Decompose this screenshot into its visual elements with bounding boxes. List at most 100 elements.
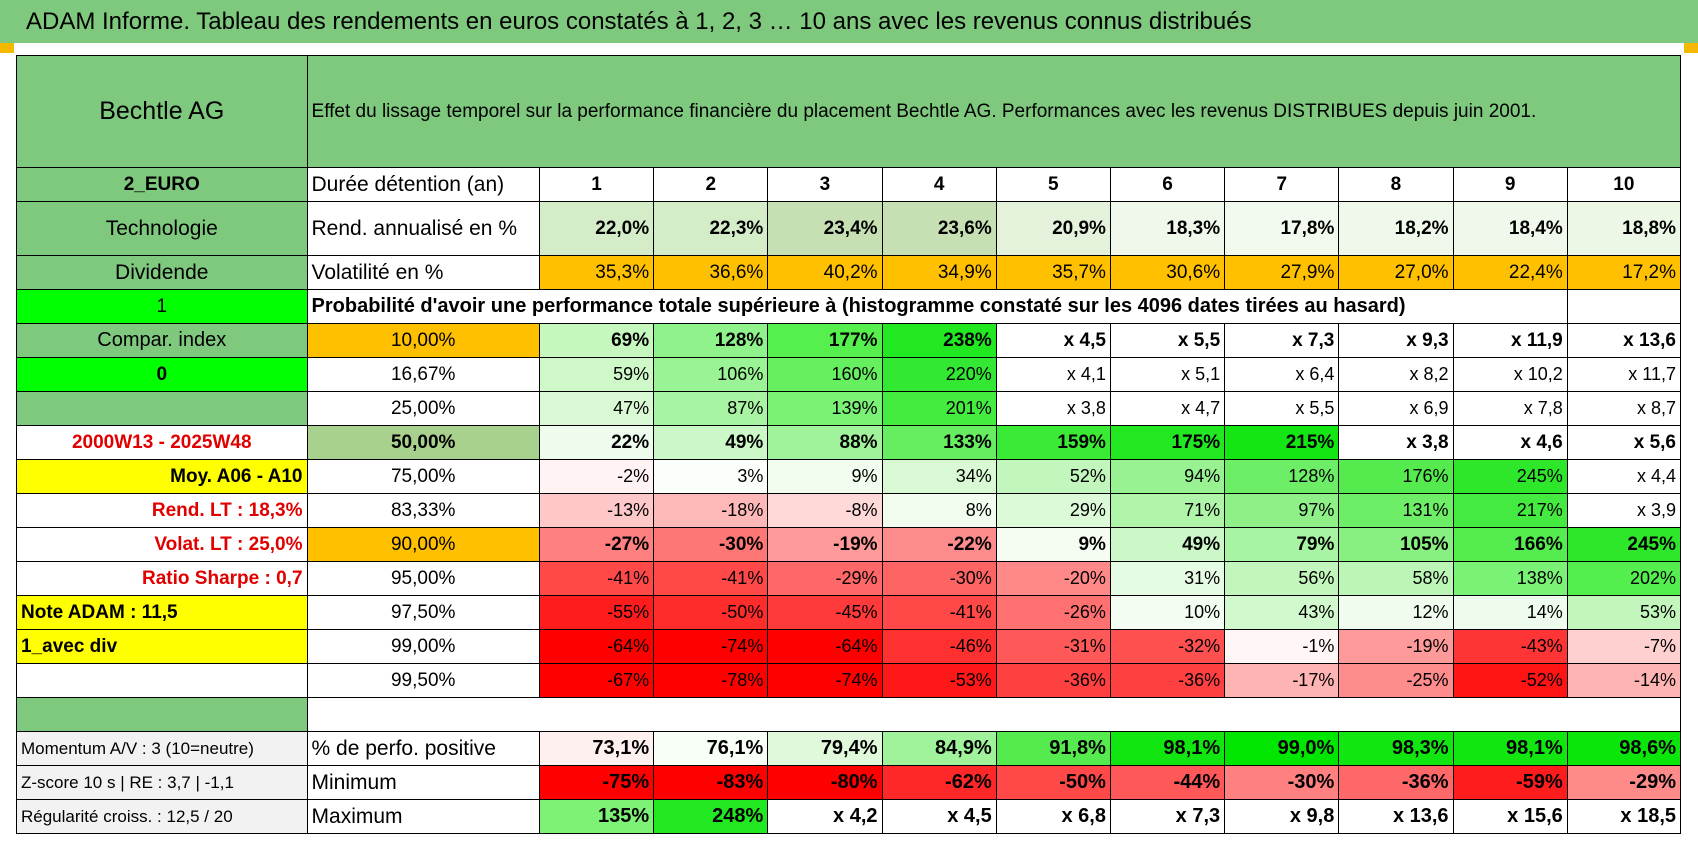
probability-cell: -30% (881, 561, 997, 596)
probability-cell: 94% (1109, 459, 1226, 494)
dividend-label: Dividende (16, 255, 308, 290)
empty-left (16, 663, 308, 698)
year-header: 1 (538, 167, 655, 202)
probability-threshold: 16,67% (306, 357, 540, 392)
positive-perf-value: 98,3% (1338, 731, 1454, 766)
probability-cell: -41% (538, 561, 655, 596)
corner-marker-left (0, 43, 14, 53)
probability-threshold: 99,00% (306, 629, 540, 664)
probability-cell: -36% (1109, 663, 1226, 698)
fund-name: Bechtle AG (16, 55, 308, 168)
maximum-value: x 9,8 (1224, 799, 1340, 834)
vol-value: 35,3% (538, 255, 655, 290)
table-header-text: Effet du lissage temporel sur la perform… (306, 55, 1682, 168)
probability-cell: -31% (995, 629, 1111, 664)
probability-cell: 12% (1338, 595, 1454, 630)
period-label: 2000W13 - 2025W48 (16, 425, 308, 460)
probability-cell: 87% (653, 391, 769, 426)
maximum-value: 248% (653, 799, 769, 834)
probability-cell: 220% (881, 357, 997, 392)
probability-cell: x 4,1 (995, 357, 1111, 392)
probability-cell: 97% (1224, 493, 1340, 528)
probability-cell: -19% (767, 527, 883, 562)
probability-cell: 160% (767, 357, 883, 392)
probability-cell: -22% (881, 527, 997, 562)
probability-cell: -25% (1338, 663, 1454, 698)
probability-cell: 71% (1109, 493, 1226, 528)
probability-cell: x 4,6 (1452, 425, 1568, 460)
rend-value: 17,8% (1224, 201, 1340, 256)
probability-cell: x 5,6 (1566, 425, 1682, 460)
probability-cell: -36% (995, 663, 1111, 698)
probability-cell: x 3,8 (1338, 425, 1454, 460)
probability-cell: 176% (1338, 459, 1454, 494)
vol-value: 35,7% (995, 255, 1111, 290)
probability-cell: x 13,6 (1566, 323, 1682, 358)
probability-cell: -1% (1224, 629, 1340, 664)
probability-cell: -50% (653, 595, 769, 630)
probability-cell: x 4,7 (1109, 391, 1226, 426)
probability-cell: 201% (881, 391, 997, 426)
corner-marker-right (1684, 43, 1698, 53)
flag-zero[interactable]: 0 (16, 357, 308, 392)
probability-cell: 133% (881, 425, 997, 460)
probability-cell: 53% (1566, 595, 1682, 630)
probability-cell: x 5,5 (1109, 323, 1226, 358)
rend-value: 23,6% (881, 201, 997, 256)
probability-cell: x 8,2 (1338, 357, 1454, 392)
rend-value: 18,2% (1338, 201, 1454, 256)
flag-one[interactable]: 1 (16, 289, 308, 324)
gap-spacer (306, 697, 1682, 732)
probability-cell: 79% (1224, 527, 1340, 562)
sharpe-label: Ratio Sharpe : 0,7 (16, 561, 308, 596)
probability-cell: 245% (1452, 459, 1568, 494)
probability-cell: -43% (1452, 629, 1568, 664)
minimum-value: -62% (881, 765, 997, 800)
minimum-left-label: Z-score 10 s | RE : 3,7 | -1,1 (16, 765, 308, 800)
maximum-value: x 15,6 (1452, 799, 1568, 834)
probability-threshold: 83,33% (306, 493, 540, 528)
probability-cell: 8% (881, 493, 997, 528)
report-title: ADAM Informe. Tableau des rendements en … (0, 0, 1698, 43)
year-header: 5 (995, 167, 1111, 202)
probability-cell: -41% (881, 595, 997, 630)
vol-label: Volatilité en % (306, 255, 540, 290)
positive-perf-value: 98,1% (1452, 731, 1568, 766)
probability-threshold: 25,00% (306, 391, 540, 426)
probability-threshold: 10,00% (306, 323, 540, 358)
probability-cell: -29% (767, 561, 883, 596)
probability-cell: -7% (1566, 629, 1682, 664)
probability-cell: -41% (653, 561, 769, 596)
rend-value: 23,4% (767, 201, 883, 256)
rend-label: Rend. annualisé en % (306, 201, 540, 256)
probability-threshold: 99,50% (306, 663, 540, 698)
probability-cell: x 3,8 (995, 391, 1111, 426)
probability-cell: 217% (1452, 493, 1568, 528)
year-header: 6 (1109, 167, 1226, 202)
minimum-value: -29% (1566, 765, 1682, 800)
probability-cell: -13% (538, 493, 655, 528)
minimum-value: -44% (1109, 765, 1226, 800)
minimum-value: -59% (1452, 765, 1568, 800)
note-adam-label: Note ADAM : 11,5 (16, 595, 308, 630)
vol-value: 27,9% (1224, 255, 1340, 290)
minimum-value: -36% (1338, 765, 1454, 800)
year-header: 2 (653, 167, 769, 202)
probability-title: Probabilité d'avoir une performance tota… (306, 289, 1454, 324)
probability-cell: 9% (995, 527, 1111, 562)
year-header: 4 (881, 167, 997, 202)
performance-table: Bechtle AG Effet du lissage temporel sur… (16, 55, 1682, 834)
positive-perf-value: 79,4% (767, 731, 883, 766)
probability-cell: 56% (1224, 561, 1340, 596)
probability-cell: -14% (1566, 663, 1682, 698)
probability-cell: x 4,5 (995, 323, 1111, 358)
minimum-value: -50% (995, 765, 1111, 800)
maximum-label: Maximum (306, 799, 540, 834)
probability-cell: 245% (1566, 527, 1682, 562)
maximum-value: x 6,8 (995, 799, 1111, 834)
minimum-value: -75% (538, 765, 655, 800)
probability-cell: x 7,3 (1224, 323, 1340, 358)
probability-cell: 69% (538, 323, 655, 358)
probability-cell: 31% (1109, 561, 1226, 596)
probability-cell: 166% (1452, 527, 1568, 562)
